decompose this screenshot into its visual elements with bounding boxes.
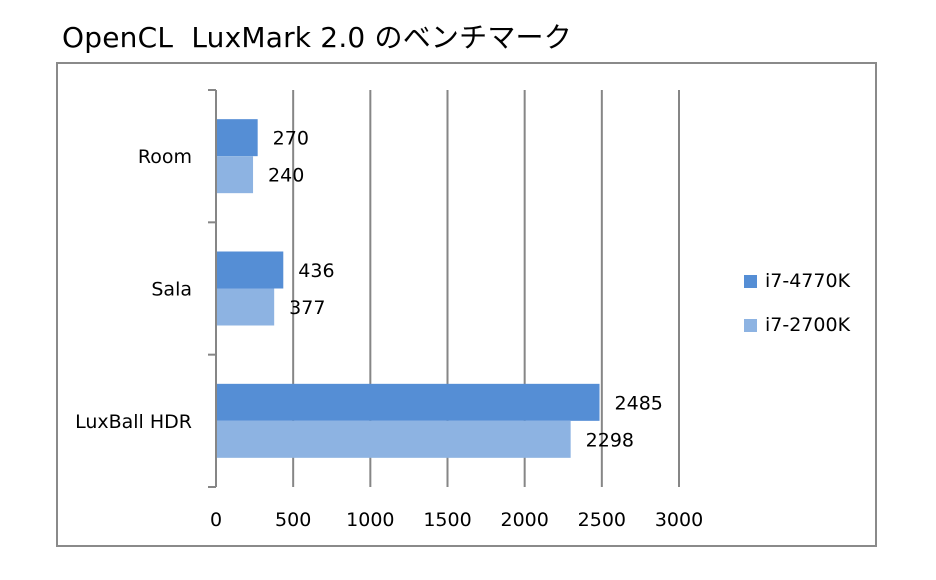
legend-swatch-series-0 <box>744 274 757 288</box>
legend-item-series-1: i7-2700K <box>744 314 850 336</box>
x-tick-label-500: 500 <box>275 509 311 531</box>
legend-swatch-series-1 <box>744 318 757 332</box>
legend-label-series-0: i7-4770K <box>765 270 851 292</box>
data-label-sala-series-1: 377 <box>289 297 325 319</box>
data-label-sala-series-0: 436 <box>298 260 334 282</box>
x-tick-label-2500: 2500 <box>578 509 626 531</box>
bar-room-series-0 <box>216 119 258 157</box>
data-label-luxball-hdr-series-0: 2485 <box>615 392 663 414</box>
x-tick-label-3000: 3000 <box>655 509 703 531</box>
legend-label-series-1: i7-2700K <box>765 314 851 336</box>
bar-luxball-hdr-series-0 <box>216 383 600 421</box>
legend: i7-4770K i7-2700K <box>744 270 850 358</box>
category-label-sala: Sala <box>151 279 192 301</box>
data-label-luxball-hdr-series-1: 2298 <box>586 429 634 451</box>
bar-room-series-1 <box>216 156 254 194</box>
legend-item-series-0: i7-4770K <box>744 270 850 292</box>
x-tick-label-1500: 1500 <box>423 509 471 531</box>
chart-frame <box>56 62 877 547</box>
data-label-room-series-0: 270 <box>273 128 309 150</box>
data-label-room-series-1: 240 <box>268 165 304 187</box>
x-tick-label-2000: 2000 <box>500 509 548 531</box>
chart-title: OpenCL LuxMark 2.0 のベンチマーク <box>62 21 572 54</box>
bar-sala-series-1 <box>216 288 275 326</box>
category-label-room: Room <box>138 146 192 168</box>
bar-sala-series-0 <box>216 251 284 289</box>
x-tick-label-1000: 1000 <box>346 509 394 531</box>
category-label-luxball-hdr: LuxBall HDR <box>75 411 192 433</box>
bar-luxball-hdr-series-1 <box>216 420 571 458</box>
x-tick-label-0: 0 <box>210 509 222 531</box>
